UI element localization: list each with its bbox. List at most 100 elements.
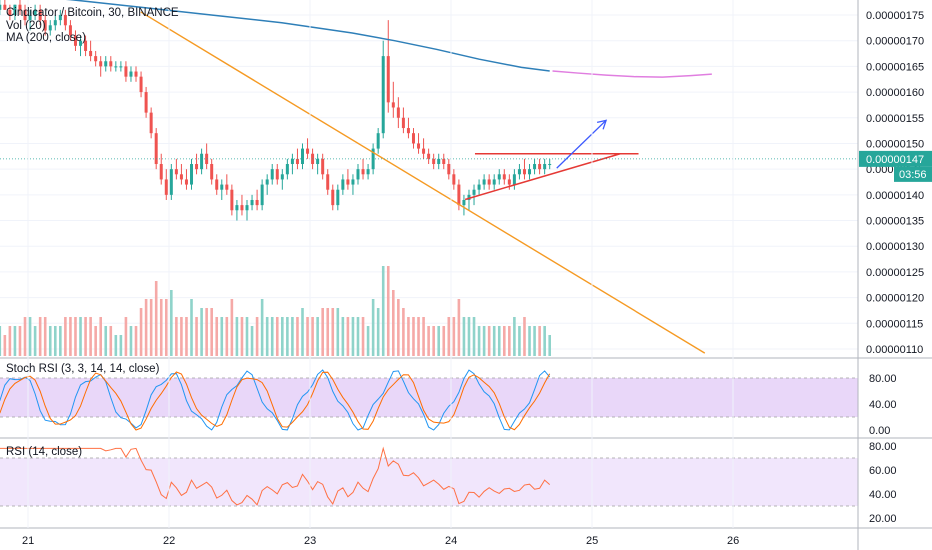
candle-body[interactable] <box>437 158 441 165</box>
candle-body[interactable] <box>104 61 108 67</box>
candle-body[interactable] <box>3 4 7 10</box>
candle-body[interactable] <box>73 35 77 46</box>
candle-body[interactable] <box>543 164 547 170</box>
candle-body[interactable] <box>316 158 320 165</box>
candle-body[interactable] <box>220 184 224 190</box>
candle-body[interactable] <box>265 179 269 185</box>
candle-body[interactable] <box>371 148 375 170</box>
candle-body[interactable] <box>174 169 178 175</box>
candle-body[interactable] <box>210 164 214 180</box>
candle-body[interactable] <box>306 148 310 154</box>
candle-body[interactable] <box>99 61 103 67</box>
candle-body[interactable] <box>321 158 325 175</box>
candle-body[interactable] <box>195 164 199 170</box>
candle-body[interactable] <box>391 102 395 108</box>
candle-body[interactable] <box>235 205 239 211</box>
candle-body[interactable] <box>417 143 421 149</box>
price-axis[interactable]: 0.00000175 0.00000170 0.00000165 0.00000160… <box>857 0 932 550</box>
candle-body[interactable] <box>215 179 219 190</box>
candle-body[interactable] <box>366 169 370 175</box>
candle-body[interactable] <box>164 179 168 195</box>
candle-body[interactable] <box>200 153 204 170</box>
candle-body[interactable] <box>462 199 466 206</box>
candle-body[interactable] <box>33 9 37 15</box>
candle-body[interactable] <box>139 76 143 93</box>
candle-body[interactable] <box>427 153 431 159</box>
candle-body[interactable] <box>326 174 330 190</box>
candle-body[interactable] <box>58 15 62 21</box>
candle-body[interactable] <box>38 9 42 21</box>
candle-body[interactable] <box>43 20 47 31</box>
downtrend-line[interactable] <box>140 11 706 354</box>
candle-body[interactable] <box>447 164 451 175</box>
candle-body[interactable] <box>79 40 83 46</box>
candle-body[interactable] <box>285 164 289 175</box>
candle-body[interactable] <box>356 169 360 180</box>
candle-body[interactable] <box>68 25 72 36</box>
candle-body[interactable] <box>528 169 532 175</box>
candle-body[interactable] <box>23 9 27 21</box>
candle-body[interactable] <box>522 169 526 175</box>
candle-body[interactable] <box>129 71 133 77</box>
candle-body[interactable] <box>179 174 183 180</box>
candle-body[interactable] <box>432 158 436 165</box>
candle-body[interactable] <box>482 179 486 185</box>
candle-body[interactable] <box>512 174 516 185</box>
candle-body[interactable] <box>472 189 476 195</box>
candle-body[interactable] <box>381 56 385 134</box>
candle-body[interactable] <box>331 189 335 206</box>
candle-body[interactable] <box>275 169 279 180</box>
candle-body[interactable] <box>341 179 345 190</box>
candle-body[interactable] <box>548 164 552 166</box>
candle-body[interactable] <box>94 56 98 62</box>
candle-body[interactable] <box>533 164 537 170</box>
candle-body[interactable] <box>159 164 163 180</box>
candle-body[interactable] <box>487 179 491 185</box>
candle-body[interactable] <box>255 199 259 206</box>
candle-body[interactable] <box>300 148 304 165</box>
candle-body[interactable] <box>184 179 188 185</box>
candle-body[interactable] <box>124 66 128 77</box>
candle-body[interactable] <box>517 169 521 175</box>
candle-body[interactable] <box>84 40 88 51</box>
candle-body[interactable] <box>48 25 52 31</box>
price-pane[interactable] <box>0 0 932 359</box>
candle-body[interactable] <box>240 205 244 211</box>
candle-body[interactable] <box>8 9 12 15</box>
candle-body[interactable] <box>250 199 254 206</box>
projection-arrow[interactable] <box>556 119 607 169</box>
candle-body[interactable] <box>452 174 456 185</box>
candle-body[interactable] <box>0 4 2 10</box>
candle-body[interactable] <box>119 66 123 68</box>
candle-body[interactable] <box>190 164 194 185</box>
rsi-pane[interactable] <box>0 446 932 529</box>
candle-body[interactable] <box>507 179 511 185</box>
candle-body[interactable] <box>63 15 67 26</box>
candle-body[interactable] <box>53 20 57 26</box>
candle-body[interactable] <box>406 128 410 134</box>
candle-body[interactable] <box>18 4 22 10</box>
candle-body[interactable] <box>290 158 294 165</box>
candle-body[interactable] <box>442 158 446 165</box>
candle-body[interactable] <box>109 61 113 67</box>
candle-body[interactable] <box>497 174 501 180</box>
candle-body[interactable] <box>225 184 229 190</box>
candle-body[interactable] <box>89 50 93 57</box>
candle-body[interactable] <box>351 179 355 185</box>
candle-body[interactable] <box>346 179 350 185</box>
candle-body[interactable] <box>422 148 426 154</box>
candle-body[interactable] <box>401 117 405 129</box>
candle-body[interactable] <box>386 56 390 103</box>
candle-body[interactable] <box>492 179 496 185</box>
candle-body[interactable] <box>28 15 32 21</box>
candle-body[interactable] <box>13 4 17 15</box>
candle-body[interactable] <box>457 184 461 206</box>
candle-body[interactable] <box>144 92 148 113</box>
candle-body[interactable] <box>154 133 158 165</box>
candle-body[interactable] <box>260 184 264 206</box>
candle-body[interactable] <box>336 189 340 206</box>
candle-body[interactable] <box>169 169 173 195</box>
candle-body[interactable] <box>396 107 400 118</box>
candle-body[interactable] <box>230 189 234 211</box>
